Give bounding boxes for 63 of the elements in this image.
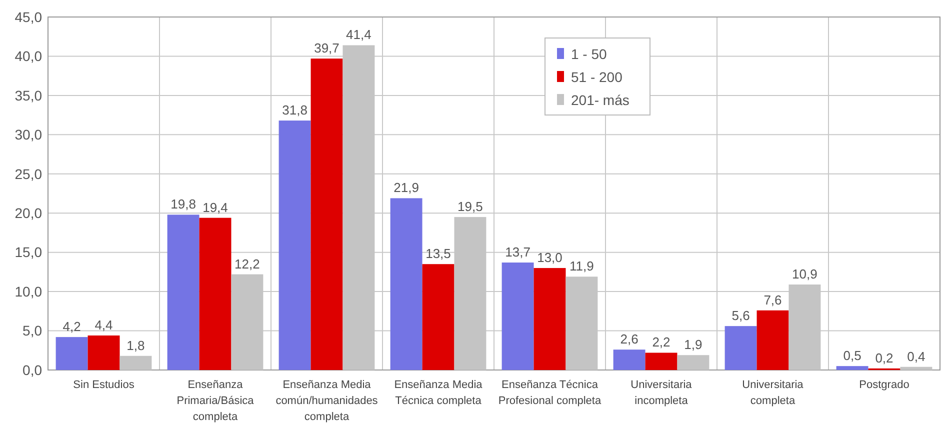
y-tick-label: 40,0	[14, 48, 42, 64]
data-label: 4,2	[62, 319, 81, 334]
x-tick-label: Postgrado	[859, 379, 910, 391]
bar	[310, 58, 343, 370]
data-label: 19,8	[170, 196, 196, 212]
data-label: 4,4	[94, 317, 113, 332]
bar	[502, 262, 534, 370]
legend-label: 1 - 50	[571, 46, 608, 62]
data-label: 12,2	[234, 256, 260, 272]
data-label: 21,9	[394, 180, 419, 196]
legend-label: 51 - 200	[571, 68, 623, 85]
data-label: 2,2	[652, 334, 670, 350]
bar	[534, 268, 566, 370]
bar	[900, 366, 932, 370]
data-label: 13,0	[537, 250, 562, 266]
x-tick-label: Sin Estudios	[73, 379, 135, 391]
data-label: 31,8	[282, 102, 308, 118]
data-label: 39,7	[314, 40, 340, 56]
data-label: 1,8	[126, 338, 145, 353]
data-label: 0,2	[875, 350, 894, 366]
data-label: 0,5	[843, 348, 862, 364]
y-tick-label: 35,0	[14, 87, 42, 104]
bar	[390, 198, 422, 370]
bar	[836, 366, 868, 370]
y-tick-label: 10,0	[14, 283, 42, 300]
y-tick-label: 20,0	[14, 205, 42, 222]
y-tick-label: 25,0	[14, 166, 42, 182]
bar	[56, 337, 88, 370]
bar	[199, 218, 232, 370]
y-tick-label: 0,0	[22, 362, 42, 378]
data-label: 10,9	[792, 266, 818, 282]
bar	[756, 310, 789, 370]
legend-label: 201- más	[571, 92, 630, 108]
bar	[88, 335, 120, 370]
x-tick-label: Universitaria incompleta	[630, 379, 693, 407]
x-tick-label: Enseñanza Técnica Profesional completa	[498, 379, 602, 407]
data-label: 19,5	[458, 199, 483, 214]
bar	[724, 326, 757, 370]
y-tick-label: 5,0	[22, 322, 42, 339]
bar	[677, 355, 710, 370]
x-tick-label: Enseñanza Media común/humanidades completa	[276, 379, 378, 423]
x-tick-label: Enseñanza Media Técnica completa	[394, 379, 484, 407]
y-tick-label: 45,0	[14, 8, 42, 25]
data-label: 13,5	[426, 246, 451, 262]
data-label: 2,6	[620, 332, 638, 347]
data-label: 11,9	[570, 258, 594, 274]
x-tick-label: Enseñanza Primaria/Básica completa	[176, 379, 255, 423]
y-tick-label: 30,0	[14, 126, 42, 143]
data-label: 1,9	[684, 337, 702, 352]
bar	[645, 352, 678, 370]
bar	[167, 214, 200, 370]
bar	[278, 120, 311, 370]
bar	[120, 356, 152, 370]
bar	[613, 350, 646, 370]
data-label: 7,6	[764, 292, 782, 308]
x-tick-label: Universitaria completa	[742, 379, 804, 407]
data-label: 19,4	[202, 200, 228, 215]
data-label: 0,4	[907, 348, 926, 364]
data-label: 41,4	[346, 27, 372, 42]
y-tick-label: 15,0	[14, 244, 42, 260]
data-label: 13,7	[505, 244, 530, 260]
bar	[422, 264, 454, 370]
data-label: 5,6	[732, 308, 750, 324]
